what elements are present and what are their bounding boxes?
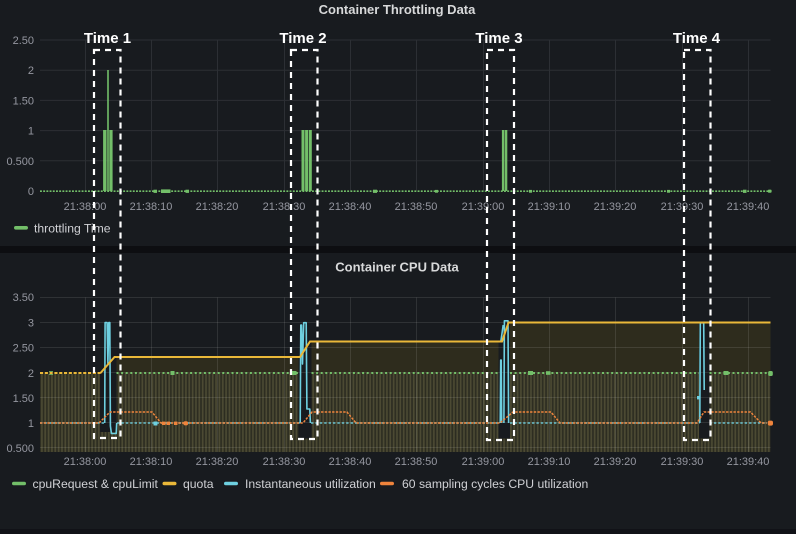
svg-text:21:38:40: 21:38:40: [329, 456, 372, 468]
svg-text:3.50: 3.50: [13, 292, 34, 304]
svg-text:21:38:30: 21:38:30: [263, 201, 306, 213]
svg-text:2: 2: [28, 65, 34, 77]
svg-text:1.50: 1.50: [13, 393, 34, 405]
svg-text:21:38:40: 21:38:40: [329, 201, 372, 213]
svg-text:21:39:40: 21:39:40: [727, 456, 770, 468]
svg-text:21:39:00: 21:39:00: [462, 456, 505, 468]
svg-text:Time 4: Time 4: [673, 30, 721, 47]
svg-text:0: 0: [28, 186, 34, 198]
svg-text:2.50: 2.50: [13, 35, 34, 47]
svg-text:Container CPU Data: Container CPU Data: [335, 260, 459, 275]
svg-text:Time 2: Time 2: [279, 30, 326, 47]
svg-text:1.50: 1.50: [13, 96, 34, 108]
svg-text:21:39:00: 21:39:00: [462, 201, 505, 213]
svg-text:21:39:10: 21:39:10: [528, 456, 571, 468]
svg-text:21:39:20: 21:39:20: [594, 201, 637, 213]
svg-text:Time 3: Time 3: [475, 30, 522, 47]
svg-text:2.50: 2.50: [13, 343, 34, 355]
svg-text:1: 1: [28, 418, 34, 430]
svg-text:21:39:30: 21:39:30: [661, 201, 704, 213]
svg-text:cpuRequest & cpuLimit: cpuRequest & cpuLimit: [33, 477, 159, 491]
svg-text:2: 2: [28, 368, 34, 380]
svg-text:0.500: 0.500: [6, 156, 34, 168]
svg-text:1: 1: [28, 126, 34, 138]
svg-text:21:38:00: 21:38:00: [64, 456, 107, 468]
svg-text:21:39:30: 21:39:30: [661, 456, 704, 468]
svg-text:60 sampling cycles CPU utiliza: 60 sampling cycles CPU utilization: [402, 477, 588, 491]
svg-text:throttling Time: throttling Time: [34, 222, 111, 236]
svg-text:21:38:10: 21:38:10: [130, 201, 173, 213]
svg-text:0.500: 0.500: [6, 443, 34, 455]
svg-text:21:38:20: 21:38:20: [196, 456, 239, 468]
svg-text:21:38:30: 21:38:30: [263, 456, 306, 468]
svg-text:21:39:40: 21:39:40: [727, 201, 770, 213]
svg-text:3: 3: [28, 318, 34, 330]
svg-text:21:39:10: 21:39:10: [528, 201, 571, 213]
svg-text:Container Throttling Data: Container Throttling Data: [319, 2, 476, 17]
svg-text:Instantaneous utilization: Instantaneous utilization: [245, 477, 376, 491]
svg-text:21:38:20: 21:38:20: [196, 201, 239, 213]
svg-text:Time 1: Time 1: [84, 30, 131, 47]
svg-text:21:38:50: 21:38:50: [395, 456, 438, 468]
svg-text:quota: quota: [183, 477, 214, 491]
svg-text:21:38:50: 21:38:50: [395, 201, 438, 213]
svg-text:21:38:00: 21:38:00: [64, 201, 107, 213]
svg-text:21:38:10: 21:38:10: [130, 456, 173, 468]
svg-text:21:39:20: 21:39:20: [594, 456, 637, 468]
